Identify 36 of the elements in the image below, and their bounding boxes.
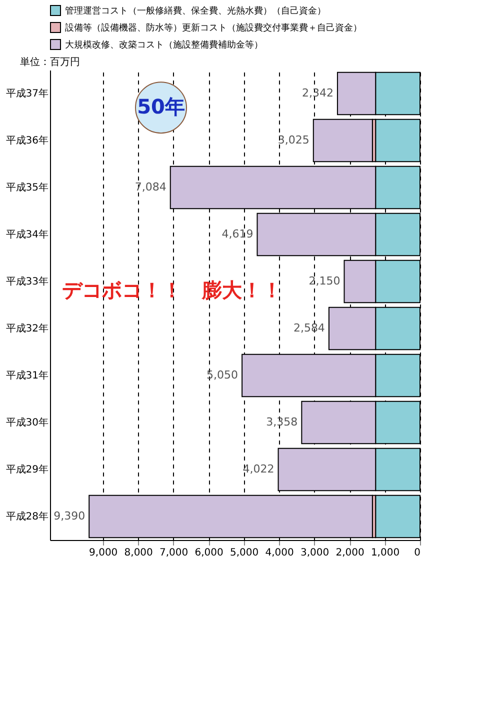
total-label: 2,342 (302, 86, 334, 100)
x-tick-label: 6,000 (194, 548, 224, 558)
y-tick-label: 平成35年 (6, 182, 48, 194)
total-label: 4,619 (222, 228, 254, 240)
text: 単位：百万円 (20, 56, 80, 68)
y-tick-label: 平成37年 (6, 88, 48, 100)
y-tick-label: 平成34年 (6, 228, 48, 240)
annotation: デコボコ！！ 膨大！！ (62, 278, 282, 302)
y-tick-label: 平成36年 (6, 134, 48, 146)
y-tick-label: 平成28年 (6, 510, 48, 522)
total-label: 7,084 (134, 180, 166, 194)
x-tick-label: 1,000 (370, 548, 400, 558)
y-tick-label: 平成33年 (6, 276, 48, 288)
annotation: 50年 (137, 94, 185, 119)
x-tick-label: 7,000 (160, 548, 188, 558)
x-tick-label: 4,000 (265, 548, 294, 558)
x-tick-label: 3,000 (300, 548, 330, 558)
x-tick-label: 0 (414, 548, 420, 558)
y-tick-label: 平成31年 (6, 370, 48, 382)
total-label: 3,025 (278, 134, 310, 146)
legend-label: 管理運営コスト（一般修繕費、保全費、光熱水費）（自己資金） (65, 6, 326, 16)
x-tick-label: 5,000 (230, 548, 259, 558)
total-label: 5,050 (206, 368, 238, 382)
legend-label: 大規模改修、改築コスト（施設整備費補助金等） (65, 40, 263, 50)
total-label: 3,358 (266, 416, 298, 428)
x-tick-label: 2,000 (336, 548, 364, 558)
total-label: 4,022 (242, 462, 274, 476)
y-tick-label: 平成32年 (6, 322, 48, 334)
y-tick-label: 平成29年 (6, 464, 48, 476)
y-tick-label: 平成30年 (6, 416, 48, 428)
total-label: 2,584 (293, 322, 325, 334)
x-tick-label: 8,000 (124, 548, 153, 558)
legend-label: 設備等（設備機器、防水等）更新コスト（施設費交付事業費＋自己資金） (65, 22, 362, 34)
total-label: 2,150 (308, 274, 340, 288)
x-tick-label: 9,000 (89, 548, 118, 558)
total-label: 9,390 (54, 510, 86, 522)
